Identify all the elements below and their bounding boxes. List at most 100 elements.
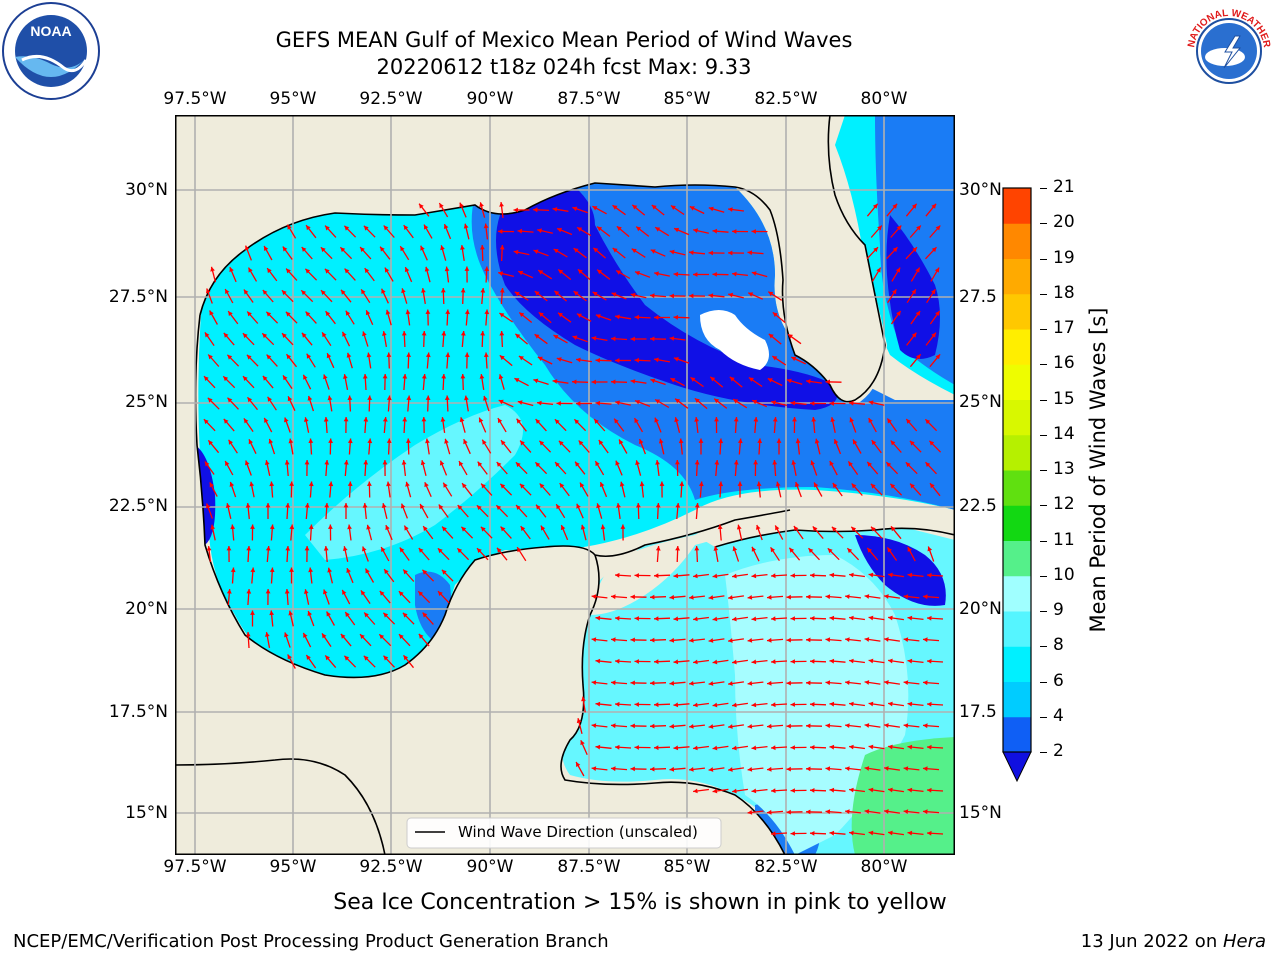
wind-arrow-head [849,615,854,621]
wind-arrow-head [323,374,328,380]
wind-arrow-head [418,633,424,639]
wind-arrow-head [404,525,409,531]
lat-label-right: 22.5 [959,496,997,516]
wind-arrow-head [634,314,639,320]
colorbar-extend-triangle [1002,751,1032,783]
wind-arrow-head [907,744,913,750]
wind-arrow-head [771,745,776,751]
wind-arrow-head [829,787,835,793]
wind-arrow-head [305,268,311,274]
wind-arrow-head [421,331,427,336]
footer-date-text: 13 Jun 2022 on [1080,931,1223,952]
wind-arrow-head [634,573,639,578]
wind-arrow-head [444,438,449,444]
wind-arrow-head [829,701,835,707]
wind-arrow-head [323,417,329,422]
wind-arrow-head [615,314,620,320]
wind-arrow-head [849,787,854,793]
wind-arrow-head [250,610,255,615]
wind-arrow-head [728,767,733,772]
wind-arrow-head [424,266,430,272]
wind-arrow-head [596,503,601,509]
colorbar-tick-label: 20 [1053,212,1075,233]
wind-arrow-head [250,524,255,529]
colorbar-tick-label: 14 [1053,423,1075,444]
wind-arrow-head [383,655,389,661]
colorbar-title: Mean Period of Wind Waves [s] [1086,307,1110,633]
wind-arrow-head [708,250,713,256]
legend: Wind Wave Direction (unscaled) [406,817,722,849]
wind-arrow-head [442,526,447,532]
wind-arrow-head [615,400,620,406]
wind-arrow-head [786,809,791,815]
wind-arrow-head [639,481,645,487]
wind-arrow-head [634,616,639,621]
wind-arrow-head [611,594,616,600]
wind-arrow-head [303,632,308,638]
wind-arrow-head [728,724,733,729]
wind-arrow-head [751,229,756,234]
wind-arrow-head [864,809,870,814]
wind-arrow-head [441,374,447,379]
wind-arrow-head [342,331,347,337]
wind-arrow-head [262,375,268,381]
wind-arrow-head [845,766,850,771]
wind-arrow-head [326,611,331,617]
wind-arrow-head [383,225,389,231]
colorbar-tick-mark [1040,716,1047,718]
wind-arrow-head [592,291,598,297]
lon-label-top: 85°W [663,89,711,109]
wind-arrow-head [403,225,409,230]
colorbar-tick-mark [1040,364,1047,366]
wind-arrow-head [304,460,310,465]
wind-arrow-head [572,206,578,212]
wind-arrow-head [631,248,637,254]
wind-arrow-head [728,250,733,256]
wind-arrow-head [595,358,600,363]
wind-arrow-head [864,766,870,771]
wind-arrow-head [833,439,839,444]
wind-arrow-head [443,224,449,229]
wind-arrow-head [556,401,561,406]
wind-arrow-head [927,546,933,552]
wind-arrow-head [616,226,622,231]
wind-arrow-head [539,483,545,489]
wind-arrow-head [361,289,366,295]
wind-arrow-head [230,524,236,530]
wind-arrow-head [892,203,898,209]
wind-arrow-head [751,271,757,276]
wind-arrow-head [327,395,333,401]
wind-arrow-head [728,292,734,298]
wind-arrow-head [401,288,406,294]
wind-arrow-head [916,225,921,231]
wind-arrow-head [308,481,314,487]
lon-label-top: 95°W [269,89,317,109]
colorbar-tick-mark [1040,399,1047,401]
wind-arrow-head [363,225,369,231]
wind-arrow-head [630,379,636,384]
wind-arrow-head [552,207,558,212]
wind-arrow-head [461,526,467,532]
wind-arrow-head [673,659,679,665]
wind-arrow-head [669,766,675,772]
colorbar-tick-mark [1040,470,1047,471]
wind-arrow-head [864,637,870,642]
wind-arrow-head [888,658,893,664]
wind-arrow-head [923,594,928,600]
wind-arrow-head [323,546,329,551]
wind-arrow-head [262,290,268,295]
wind-arrow-head [693,616,698,622]
wind-arrow-head [464,352,470,357]
colorbar-tick-label: 11 [1053,529,1075,550]
wind-arrow-head [210,524,216,530]
wind-arrow-head [635,400,640,405]
wind-arrow-head [612,248,618,253]
wind-arrow-head [591,594,597,599]
colorbar-tick-label: 17 [1053,318,1075,338]
wind-arrow-head [732,271,737,277]
wind-arrow-head [440,288,446,293]
wind-arrow-head [659,481,665,486]
wind-arrow-head [786,723,791,729]
wind-arrow-head [791,460,797,465]
wind-arrow-head [776,438,782,443]
